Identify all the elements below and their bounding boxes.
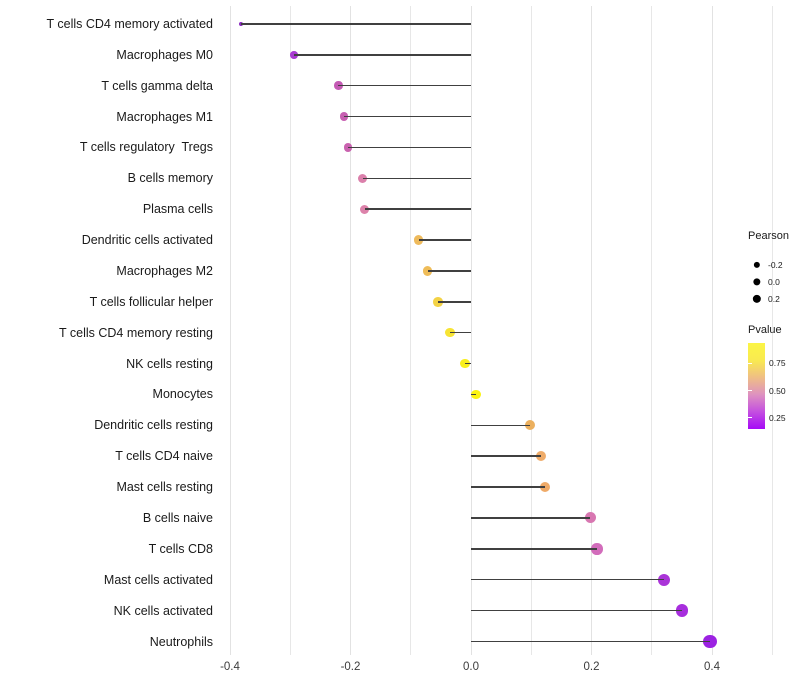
pvalue-tick-mark [748, 362, 752, 364]
row-label: NK cells resting [126, 356, 213, 371]
x-tick-label: 0.0 [463, 661, 479, 673]
row-label: T cells gamma delta [101, 78, 213, 93]
legend-pearson-title: Pearson [748, 230, 789, 242]
row-label: Macrophages M1 [116, 109, 213, 124]
row-label: Mast cells activated [103, 572, 213, 587]
row-label: T cells CD4 memory resting [59, 325, 213, 340]
pvalue-tick-label: 0.75 [769, 358, 786, 369]
lollipop-stick [471, 517, 591, 519]
lollipop-stick [240, 23, 471, 25]
minor-gridline [410, 6, 412, 655]
minor-gridline [771, 6, 773, 655]
data-dot [535, 450, 547, 462]
lollipop-stick [471, 578, 665, 581]
data-dot [658, 573, 671, 586]
row-label: B cells memory [127, 171, 213, 186]
pvalue-tick-label: 0.50 [769, 385, 786, 396]
legend-size-entry: 0.2 [748, 290, 798, 307]
row-label: Macrophages M0 [116, 47, 213, 62]
lollipop-stick [418, 239, 471, 241]
row-label: NK cells activated [113, 603, 213, 618]
data-dot [703, 634, 717, 649]
row-label: Mast cells resting [116, 480, 213, 495]
major-gridline [591, 6, 592, 655]
x-tick-label: 0.4 [704, 661, 720, 673]
legend-size-label: 0.2 [768, 293, 780, 304]
data-dot [471, 389, 481, 400]
lollipop-stick [464, 362, 471, 365]
row-label: Macrophages M2 [116, 263, 213, 278]
data-dot [584, 512, 596, 524]
lollipop-stick [293, 54, 471, 56]
row-label: T cells CD4 naive [115, 449, 213, 464]
legend-pearson-entries: -0.2 0.0 0.2 [748, 256, 798, 307]
data-dot [539, 481, 551, 493]
lollipop-stick [348, 146, 471, 149]
lollipop-stick [343, 115, 471, 118]
major-gridline [229, 6, 231, 655]
legend-size-dot [753, 261, 761, 268]
minor-gridline [289, 6, 291, 655]
row-label: Dendritic cells resting [94, 418, 213, 433]
lollipop-stick [471, 486, 546, 488]
row-label: T cells CD8 [148, 541, 213, 556]
pvalue-tick-label: 0.25 [769, 412, 786, 423]
minor-gridline [651, 6, 653, 655]
lollipop-stick [471, 455, 541, 457]
major-gridline [350, 6, 351, 655]
minor-gridline [530, 6, 532, 655]
lollipop-stick [427, 270, 471, 272]
row-label: T cells CD4 memory activated [46, 16, 214, 31]
legend-pvalue: Pvalue 0.75 0.50 0.25 [748, 324, 800, 429]
lollipop-stick [364, 208, 471, 210]
row-label: T cells regulatory Tregs [79, 140, 213, 155]
lollipop-stick [362, 177, 471, 180]
lollipop-stick [471, 393, 476, 396]
major-gridline [470, 6, 472, 655]
lollipop-stick [471, 609, 682, 612]
legend-size-label: 0.0 [768, 276, 780, 287]
lollipop-stick [338, 84, 471, 87]
row-label: B cells naive [142, 510, 213, 525]
legend-pearson: Pearson -0.2 0.0 0.2 [748, 230, 798, 307]
lollipop-stick [449, 331, 471, 334]
legend-pvalue-title: Pvalue [748, 324, 782, 336]
legend-size-entry: -0.2 [748, 256, 798, 273]
legend-size-dot [753, 277, 761, 286]
pvalue-gradient-bar: 0.75 0.50 0.25 [748, 343, 786, 429]
data-dot [591, 543, 603, 555]
pvalue-tick-mark [748, 417, 752, 419]
lollipop-stick [471, 548, 597, 550]
lollipop-stick [471, 640, 711, 643]
legend-size-label: -0.2 [768, 259, 783, 270]
lollipop-stick [471, 424, 531, 427]
x-tick-label: 0.2 [583, 661, 600, 673]
x-tick-label: -0.2 [340, 661, 361, 673]
row-label: Neutrophils [149, 634, 213, 649]
row-label: Dendritic cells activated [81, 233, 213, 248]
legend-size-entry: 0.0 [748, 273, 798, 290]
row-label: T cells follicular helper [89, 294, 213, 309]
pvalue-tick-mark [748, 390, 752, 392]
row-label: Monocytes [152, 387, 213, 402]
major-gridline [711, 6, 713, 655]
data-dot [525, 420, 536, 431]
lollipop-stick [437, 301, 471, 303]
row-label: Plasma cells [142, 202, 213, 217]
legend-size-dot [752, 294, 762, 303]
x-tick-label: -0.4 [220, 661, 240, 673]
